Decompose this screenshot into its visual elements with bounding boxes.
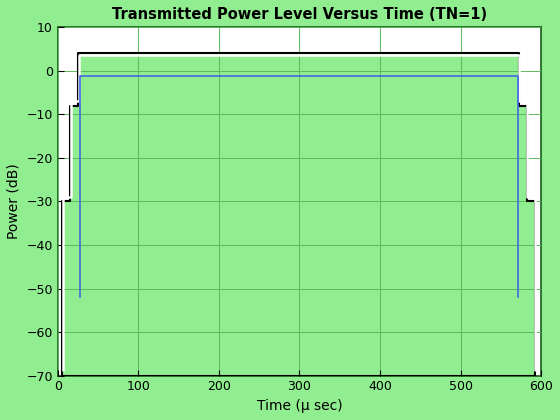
Title: Transmitted Power Level Versus Time (TN=1): Transmitted Power Level Versus Time (TN=… — [112, 7, 487, 22]
Y-axis label: Power (dB): Power (dB) — [7, 163, 21, 239]
Polygon shape — [62, 53, 535, 375]
X-axis label: Time (μ sec): Time (μ sec) — [256, 399, 342, 413]
